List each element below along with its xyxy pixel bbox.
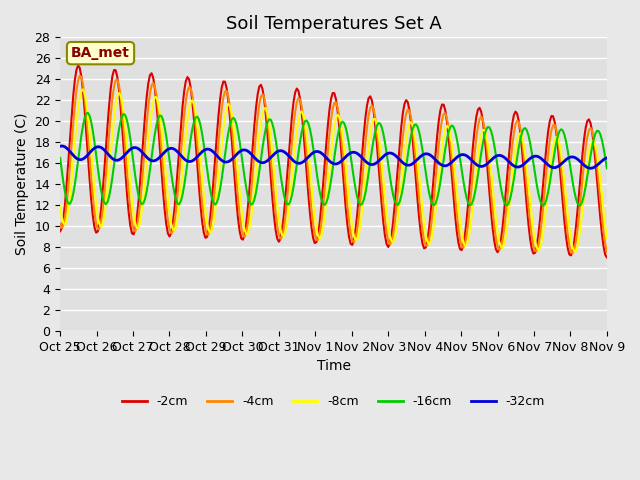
Y-axis label: Soil Temperature (C): Soil Temperature (C) — [15, 113, 29, 255]
Title: Soil Temperatures Set A: Soil Temperatures Set A — [226, 15, 442, 33]
Text: BA_met: BA_met — [71, 46, 130, 60]
Legend: -2cm, -4cm, -8cm, -16cm, -32cm: -2cm, -4cm, -8cm, -16cm, -32cm — [117, 390, 550, 413]
X-axis label: Time: Time — [317, 359, 351, 373]
